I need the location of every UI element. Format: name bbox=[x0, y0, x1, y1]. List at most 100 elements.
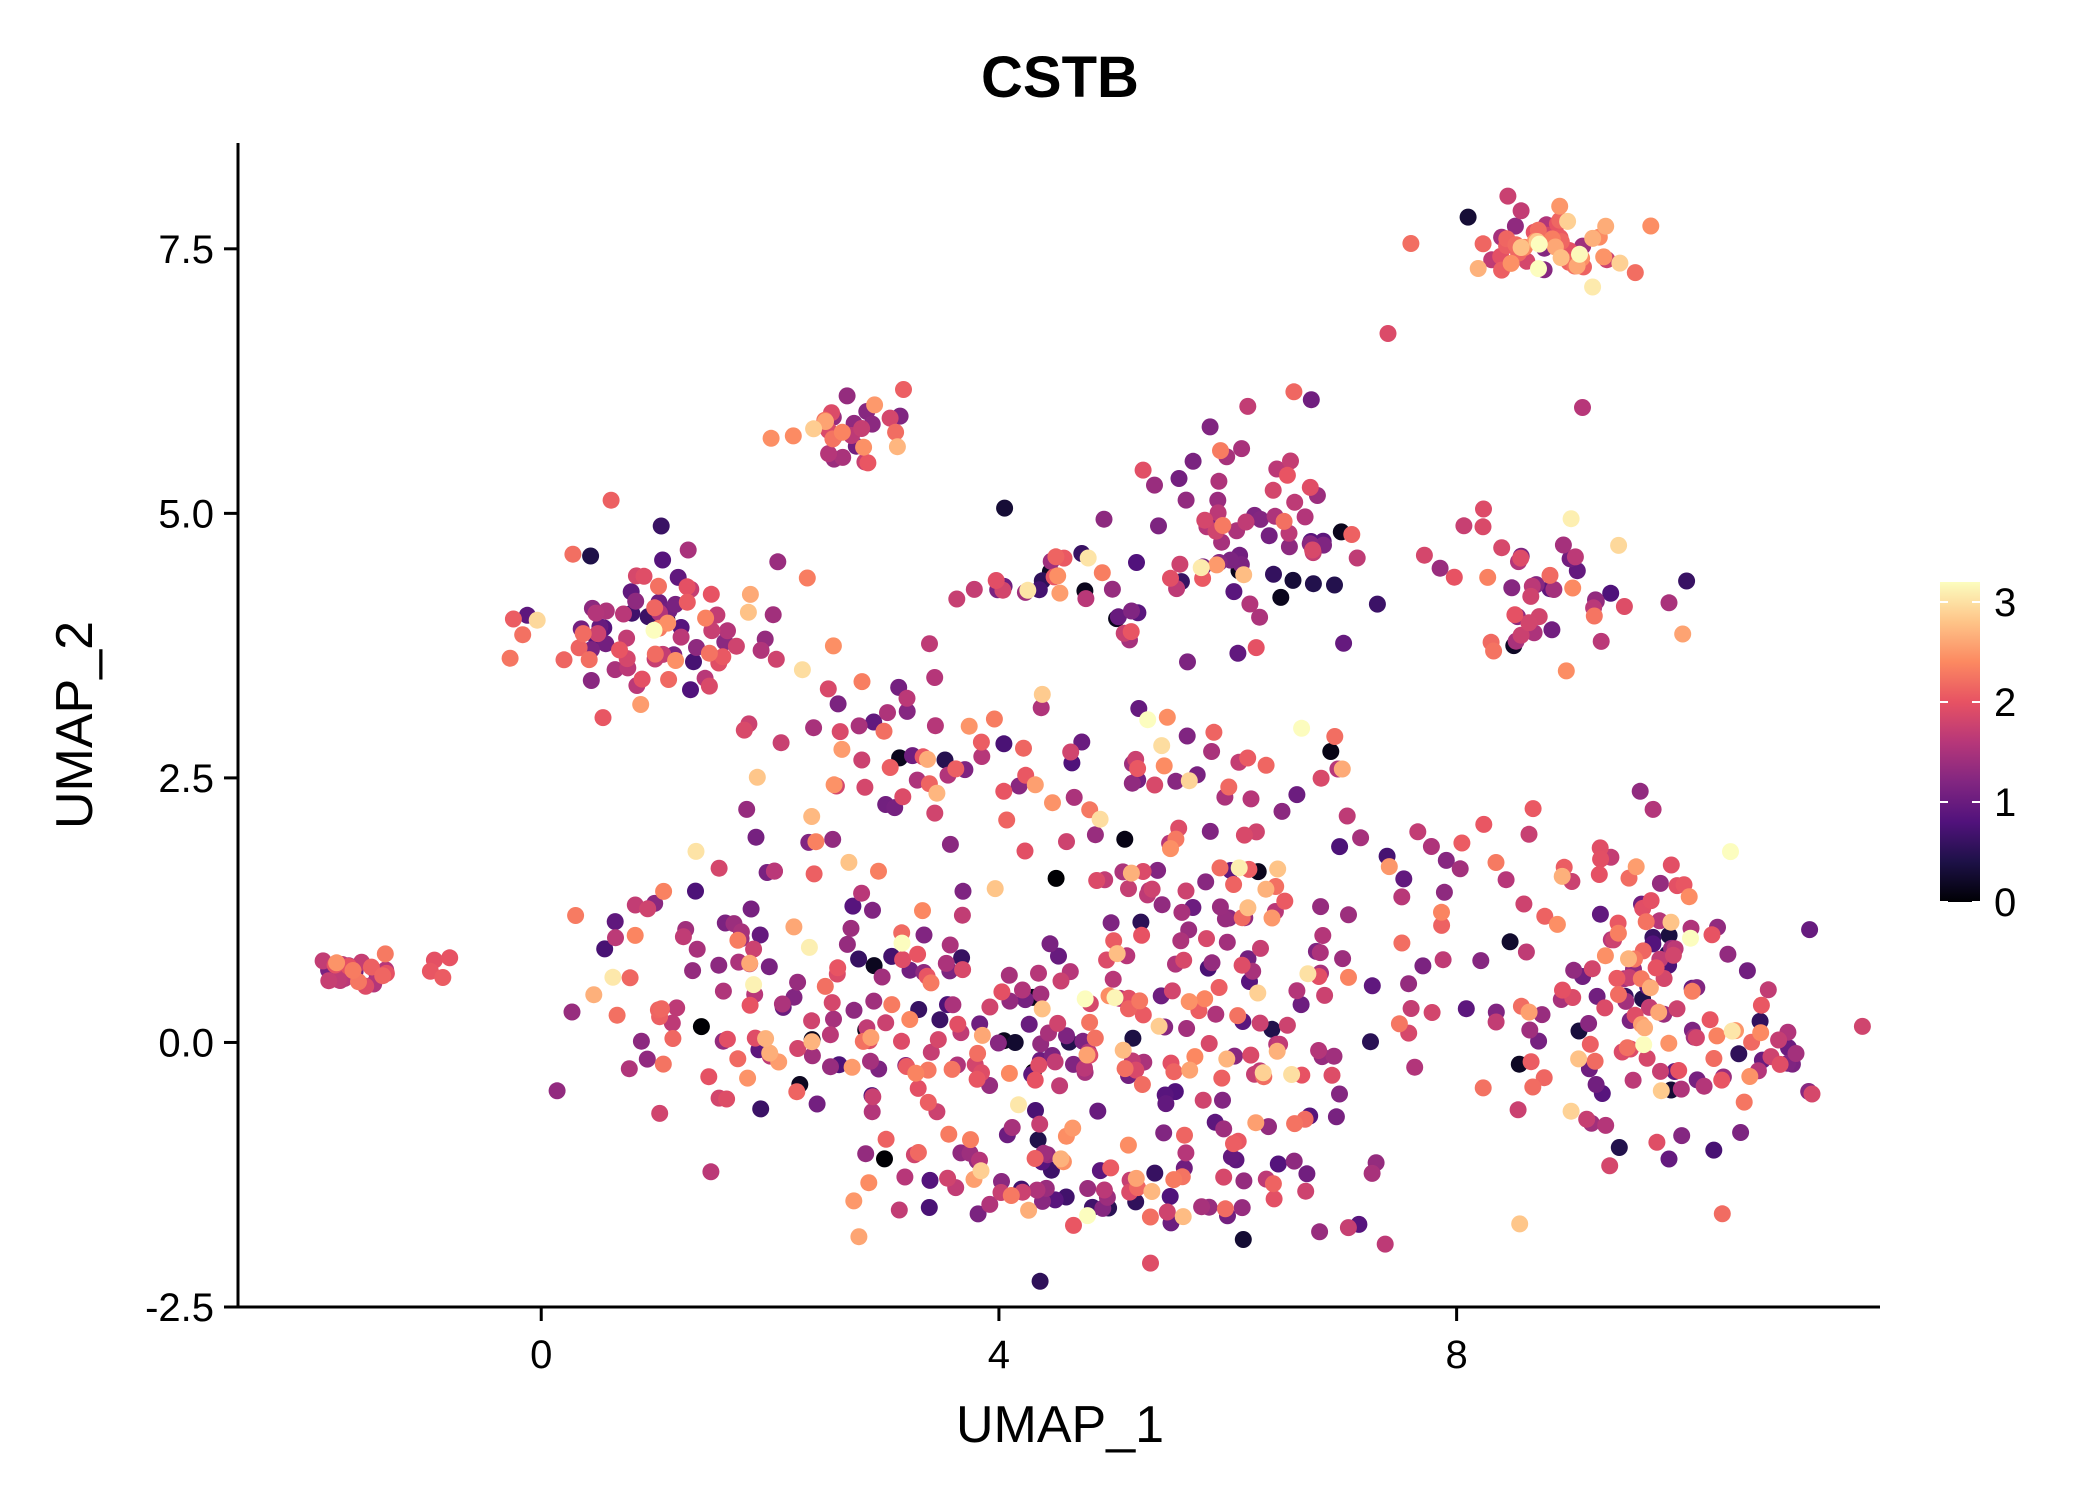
data-point bbox=[1143, 1183, 1161, 1200]
data-point bbox=[1163, 982, 1181, 1000]
data-point bbox=[1626, 264, 1644, 282]
data-point bbox=[1208, 556, 1226, 574]
data-point bbox=[1062, 743, 1080, 761]
data-point bbox=[1193, 1198, 1211, 1216]
data-point bbox=[1493, 539, 1511, 557]
data-point bbox=[1058, 1027, 1075, 1045]
data-point bbox=[1741, 1068, 1759, 1085]
data-point bbox=[1133, 926, 1151, 944]
data-point bbox=[1648, 1133, 1666, 1151]
data-point bbox=[1586, 1052, 1604, 1070]
data-point bbox=[1325, 1047, 1343, 1065]
data-point bbox=[1049, 567, 1067, 585]
data-point bbox=[650, 577, 667, 595]
data-point bbox=[1406, 1058, 1424, 1076]
legend-tick-label: 2 bbox=[1994, 681, 2016, 725]
data-point bbox=[1233, 956, 1251, 974]
data-point bbox=[1557, 662, 1575, 680]
data-point bbox=[1173, 903, 1191, 921]
data-point bbox=[1660, 926, 1678, 944]
data-point bbox=[1260, 527, 1278, 545]
data-point bbox=[1079, 549, 1097, 567]
data-point bbox=[1660, 1150, 1678, 1168]
data-point bbox=[973, 748, 991, 765]
data-point bbox=[1095, 1181, 1113, 1199]
data-point bbox=[1453, 834, 1471, 852]
data-point bbox=[1032, 985, 1050, 1003]
data-point bbox=[784, 427, 802, 445]
data-point bbox=[1530, 235, 1548, 253]
data-point bbox=[845, 1001, 863, 1019]
data-point bbox=[1719, 945, 1737, 963]
data-point bbox=[926, 669, 944, 686]
data-point bbox=[1171, 555, 1189, 573]
data-point bbox=[1536, 907, 1554, 925]
data-point bbox=[1073, 733, 1091, 751]
data-point bbox=[1103, 580, 1121, 598]
data-point bbox=[834, 448, 852, 466]
data-point bbox=[855, 438, 873, 456]
data-point bbox=[1282, 452, 1299, 470]
data-point bbox=[679, 541, 697, 559]
data-point bbox=[1031, 1272, 1049, 1290]
data-point bbox=[688, 940, 706, 958]
data-point bbox=[894, 788, 912, 806]
data-point bbox=[1474, 518, 1492, 536]
data-point bbox=[1340, 968, 1357, 986]
data-point bbox=[626, 926, 644, 944]
data-point bbox=[1176, 1126, 1193, 1144]
data-point bbox=[1235, 566, 1253, 584]
data-point bbox=[788, 1083, 806, 1101]
data-point bbox=[1627, 858, 1645, 876]
data-point bbox=[1608, 969, 1626, 987]
data-point bbox=[739, 1069, 757, 1087]
data-point bbox=[1620, 950, 1637, 968]
data-point bbox=[1595, 248, 1613, 266]
data-point bbox=[602, 491, 620, 509]
data-point bbox=[895, 381, 912, 398]
data-point bbox=[926, 717, 944, 735]
data-point bbox=[1316, 986, 1334, 1004]
data-point bbox=[1487, 1013, 1505, 1031]
data-point bbox=[1027, 1102, 1044, 1119]
data-point bbox=[1713, 1205, 1731, 1223]
data-point bbox=[1662, 856, 1680, 874]
data-point bbox=[829, 695, 847, 713]
data-point bbox=[909, 1144, 927, 1161]
data-point bbox=[1530, 260, 1547, 278]
data-point bbox=[344, 962, 362, 979]
data-point bbox=[1128, 554, 1145, 571]
data-point bbox=[862, 1029, 880, 1046]
data-point bbox=[920, 1199, 938, 1216]
data-point bbox=[1393, 934, 1411, 952]
data-point bbox=[798, 569, 816, 587]
data-point bbox=[1239, 899, 1257, 917]
data-point bbox=[714, 648, 732, 666]
data-point bbox=[939, 1169, 957, 1187]
data-point bbox=[1682, 929, 1699, 947]
data-point bbox=[1155, 757, 1173, 775]
data-point bbox=[996, 499, 1014, 517]
data-point bbox=[1752, 1024, 1770, 1042]
data-point bbox=[1610, 536, 1628, 554]
data-point bbox=[896, 1168, 914, 1186]
data-point bbox=[1104, 970, 1122, 988]
data-point bbox=[989, 1034, 1007, 1052]
data-point bbox=[914, 902, 931, 920]
data-point bbox=[1143, 880, 1161, 898]
data-point bbox=[833, 423, 851, 441]
data-point bbox=[1086, 1029, 1104, 1047]
data-point bbox=[1472, 952, 1490, 970]
data-point bbox=[1551, 197, 1569, 215]
data-point bbox=[1212, 442, 1229, 460]
data-point bbox=[1713, 1071, 1731, 1089]
data-point bbox=[949, 1015, 967, 1033]
data-point bbox=[702, 585, 720, 603]
data-point bbox=[1562, 1102, 1580, 1120]
data-point bbox=[667, 652, 685, 669]
data-point bbox=[803, 808, 821, 825]
data-point bbox=[1242, 790, 1260, 808]
data-point bbox=[1701, 1011, 1719, 1029]
data-point bbox=[1585, 607, 1603, 625]
data-point bbox=[1170, 470, 1188, 487]
